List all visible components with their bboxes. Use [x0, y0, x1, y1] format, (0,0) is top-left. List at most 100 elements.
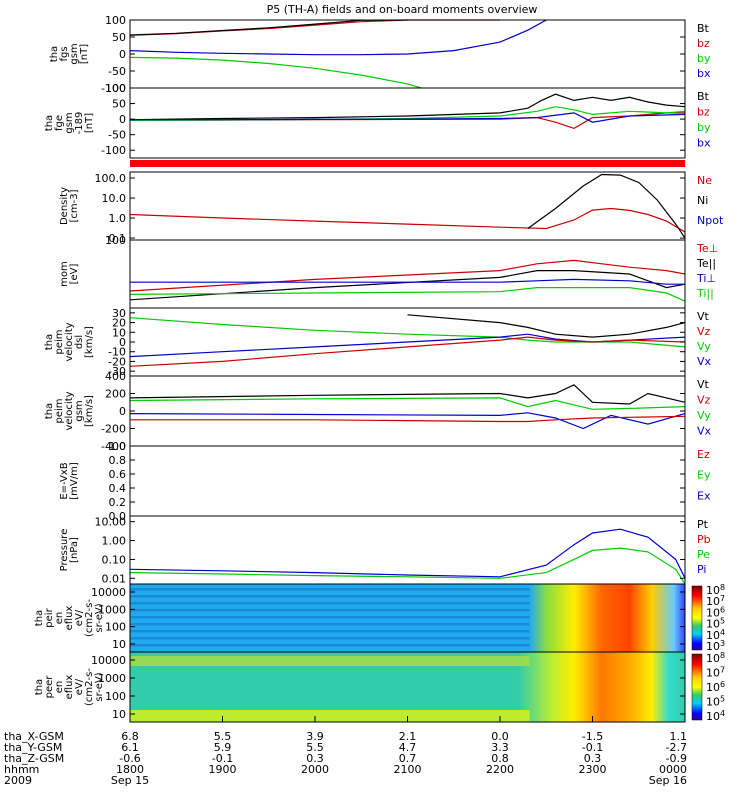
y-tick-label: 100 [105, 14, 126, 27]
y-tick-label: 10 [112, 638, 126, 651]
y-tick-label: 30 [112, 307, 126, 320]
y-axis-label-line: mom [59, 261, 70, 287]
y-tick-label: 50 [112, 31, 126, 44]
y-axis-label-line: tha [44, 334, 55, 350]
y-axis-label: tha fge gsm -189 [nT] [44, 112, 95, 135]
spectrogram-band [130, 630, 530, 633]
x-tick-label-zgsm: 0.8 [491, 752, 509, 765]
colorbar-label: 108 [706, 651, 725, 665]
x-tick-label-xgsm: 2.1 [399, 730, 417, 743]
x-axis-row-label: hhmm [4, 763, 39, 776]
y-axis-label: tha fgs gsm [nT] [49, 43, 90, 64]
y-tick-label: 1000 [98, 603, 126, 616]
y-axis-label-line: tha [34, 679, 45, 695]
y-axis-label-line: eV/ [74, 609, 85, 626]
y-tick-label: 100 [105, 234, 126, 247]
colorbar-scale [691, 585, 703, 651]
legend-entry: Pb [697, 533, 711, 546]
series-line [130, 278, 685, 285]
legend-entry: Vy [697, 340, 711, 353]
series-line [129, 397, 686, 410]
legend-entry: Vz [697, 394, 711, 407]
panel-frame [129, 239, 686, 309]
series-line [129, 287, 686, 302]
y-tick-label: 20 [112, 317, 126, 330]
colorbar-label: 106 [706, 680, 725, 694]
y-tick-label: 10 [112, 708, 126, 721]
y-tick-label: -400 [101, 440, 126, 453]
y-tick-label: 10.00 [95, 516, 127, 529]
y-tick-label: -100 [101, 82, 126, 95]
y-tick-label: 10000 [91, 654, 126, 667]
y-axis-label-line: sr-eV) [94, 603, 105, 632]
series-line [129, 412, 686, 430]
y-axis-label-line: Density [59, 187, 70, 225]
y-axis-label: tha peir en eflux eV/(cm2-s-sr-eV) [34, 599, 105, 637]
red-separator-band [130, 160, 685, 167]
legend-entry: Vx [697, 355, 712, 368]
legend-entry: Bt [697, 22, 710, 35]
y-axis-label-line: fge [54, 115, 65, 131]
legend-entry: Vt [697, 378, 710, 391]
x-axis-row-label: tha_Z-GSM [4, 752, 64, 765]
y-axis-label-line: dsl [74, 335, 85, 349]
series-line [129, 528, 686, 579]
x-tick-label-ygsm: 4.7 [399, 741, 417, 754]
legend-entry: Ti|| [696, 287, 714, 300]
y-axis-label-line: tha [49, 46, 60, 62]
legend-entry: bx [697, 137, 711, 150]
y-tick-label: 0.01 [102, 572, 127, 585]
legend-entry: Pi [697, 563, 706, 576]
y-axis-label-line: (cm2-s- [84, 668, 95, 706]
x-tick-label-ygsm: 3.3 [491, 741, 509, 754]
y-axis-label-line: tha [44, 403, 55, 419]
y-tick-label: 1.00 [102, 535, 127, 548]
panel-pressure: 10.00 1.00 0.10 0.01 Pressure [nPa] Pt Pb Pe Pi [59, 515, 711, 585]
y-axis-label-line: sr-eV) [94, 672, 105, 701]
series-line [130, 112, 686, 123]
x-tick-label-time: 0000 [659, 763, 687, 776]
y-axis-label: Pressure [nPa] [59, 529, 80, 572]
legend-entry: Ti⊥ [696, 272, 716, 285]
y-axis-label: mom [eV] [59, 261, 80, 287]
legend-entry: Te|| [696, 257, 716, 270]
spectrogram-band [130, 602, 530, 605]
colorbar-label: 104 [706, 709, 725, 723]
panel-frame [129, 445, 686, 517]
legend-entry: by [697, 121, 711, 134]
y-tick-label: 50 [112, 98, 126, 111]
x-tick-label-ygsm: 5.9 [214, 741, 232, 754]
series-line [129, 270, 686, 301]
colorbar-label: 106 [706, 605, 725, 619]
series-line [129, 384, 686, 405]
y-axis-label-line: [km/s] [84, 326, 95, 358]
y-axis-label-line: en [54, 681, 65, 694]
y-tick-label: 100.0 [95, 172, 127, 185]
y-axis-label-line: tha [44, 115, 55, 131]
y-tick-label: 0 [119, 48, 126, 61]
x-axis-row-label: 2009 [4, 774, 32, 787]
legend: Bt bz by bx [697, 22, 711, 80]
y-axis-label: tha peim velocity dsl [km/s] [44, 322, 95, 361]
x-tick-label-ygsm: -2.7 [666, 741, 687, 754]
colorbar-label: 104 [706, 628, 725, 642]
series-line [527, 173, 686, 239]
series-line [129, 19, 547, 56]
colorbar-label: 103 [706, 639, 725, 653]
y-tick-label: -50 [108, 129, 126, 142]
series-line [129, 19, 408, 36]
legend: Ez Ey Ex [697, 448, 711, 502]
series-line [129, 93, 686, 121]
y-axis-label-line: [cm-3] [69, 189, 80, 222]
y-axis-label-line: fgs [59, 46, 70, 61]
legend-entry: Ne [697, 174, 712, 187]
y-tick-label: 1.0 [109, 440, 127, 453]
y-axis-label-line: en [54, 612, 65, 625]
y-tick-label: 10.0 [102, 192, 127, 205]
x-tick-label-zgsm: -0.1 [212, 752, 233, 765]
legend-entry: Vy [697, 409, 711, 422]
x-tick-label-zgsm: 0.7 [399, 752, 417, 765]
spectrogram-band [130, 637, 530, 640]
